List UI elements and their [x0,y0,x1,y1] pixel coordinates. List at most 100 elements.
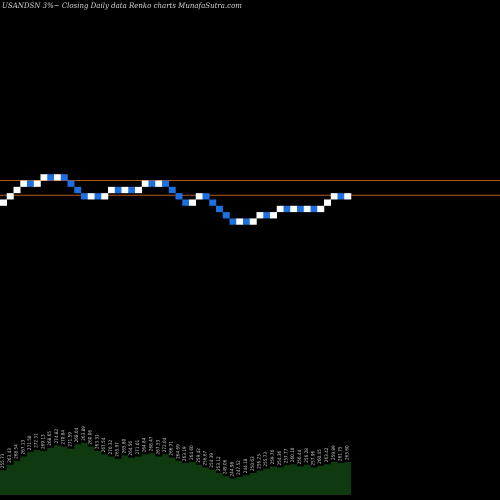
chart-title: USANDSN 3%~ Closing Daily data Renko cha… [2,2,242,10]
up-brick [344,193,352,200]
down-brick [209,199,217,206]
down-brick [27,180,34,187]
tick-label: 267.53 [155,440,160,455]
down-brick [128,186,136,194]
tick-label: 268.04 [74,427,79,442]
down-brick [175,193,183,200]
down-brick [222,212,230,219]
tick-label: 263.42 [324,447,329,462]
down-brick [229,218,237,225]
tick-label: 271.01 [135,440,140,455]
tick-label: 265.60 [344,445,349,460]
up-brick [324,199,331,206]
up-brick [330,193,338,200]
up-brick [135,186,142,194]
down-brick [283,205,291,213]
down-brick [263,212,271,219]
tick-label: 256.28 [304,448,309,463]
tick-label: 254.36 [277,451,282,466]
down-brick [216,205,223,213]
tick-label: 256.44 [297,449,302,464]
up-brick [13,186,21,194]
down-brick [243,218,250,225]
down-brick [182,199,190,206]
down-brick [74,186,82,194]
tick-label: 264.84 [142,437,147,452]
up-brick [317,205,325,213]
tick-label: 247.52 [236,460,241,475]
up-brick [20,180,28,187]
tick-label: 260.45 [317,449,322,464]
up-brick [155,180,163,187]
tick-label: 268.65 [47,431,52,446]
tick-label: 263.43 [7,448,12,463]
down-brick [114,186,122,194]
tick-label: 272.31 [34,433,39,448]
up-brick [290,205,298,213]
tick-label: 253.12 [216,456,221,471]
tick-label: 271.59 [68,432,73,447]
tick-label: 272.04 [162,437,167,452]
up-brick [87,193,95,200]
up-brick [0,199,7,206]
tick-label: 260.10 [290,447,295,462]
tick-label: 268.54 [14,444,19,459]
up-brick [276,205,284,213]
tick-label: 263.89 [81,426,86,441]
down-brick [81,193,88,200]
tick-label: 270.32 [108,440,113,455]
up-brick [33,180,41,187]
volume-area-shape [0,442,351,495]
price-tick-labels: 255.73 263.43 268.54 267.13 271.58 272.31 269.… [0,426,349,477]
down-brick [94,193,102,200]
tick-label: 250.63 [250,456,255,471]
up-brick [270,212,277,219]
tick-label: 267.13 [20,440,25,455]
tick-label: 265.80 [122,438,127,453]
tick-label: 255.73 [263,452,268,467]
volume-area [0,442,351,495]
tick-label: 261.75 [338,446,343,461]
up-brick [303,205,311,213]
renko-bricks [0,174,352,225]
tick-label: 263.31 [95,434,100,449]
up-brick [189,199,196,206]
tick-label: 266.71 [169,441,174,456]
down-brick [168,186,176,194]
down-brick [310,205,318,213]
up-brick [141,180,149,187]
tick-label: 259.76 [270,449,275,464]
tick-label: 274.82 [54,429,59,444]
tick-label: 257.96 [311,451,316,466]
tick-label: 264.56 [128,441,133,456]
up-brick [54,174,61,181]
down-brick [60,174,68,181]
up-brick [121,186,129,194]
up-brick [40,174,48,181]
tick-label: 265.97 [115,442,120,457]
down-brick [162,180,169,187]
down-brick [297,205,304,213]
up-brick [195,193,203,200]
tick-label: 249.06 [223,459,228,474]
tick-label: 271.58 [27,435,32,450]
tick-label: 269.13 [41,434,46,449]
tick-label: 263.19 [182,446,187,461]
down-brick [148,180,156,187]
up-brick [6,193,14,200]
tick-label: 264.60 [189,445,194,460]
down-brick [337,193,345,200]
down-brick [202,193,210,200]
tick-label: 255.73 [0,453,5,468]
tick-label: 244.18 [243,458,248,473]
down-brick [67,180,75,187]
tick-label: 254.39 [209,453,214,468]
tick-label: 260.06 [88,430,93,445]
tick-label: 270.84 [61,430,66,445]
down-brick [47,174,55,181]
tick-label: 256.67 [203,451,208,466]
up-brick [108,186,115,194]
up-brick [101,193,109,200]
